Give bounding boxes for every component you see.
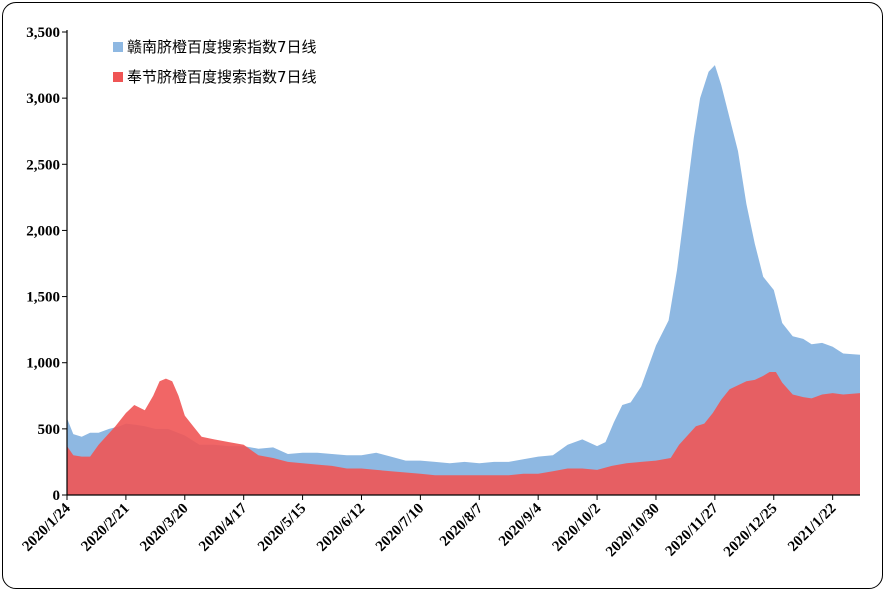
x-tick-label: 2020/12/25 <box>721 501 781 561</box>
x-tick-label: 2021/1/22 <box>785 501 839 555</box>
x-tick-label: 2020/11/27 <box>663 500 722 559</box>
legend-label-1: 赣南脐橙百度搜索指数7日线 <box>127 38 317 56</box>
x-tick-label: 2020/9/4 <box>496 500 545 549</box>
x-tick-label: 2020/7/10 <box>373 501 427 555</box>
legend-label-2: 奉节脐橙百度搜索指数7日线 <box>127 68 317 86</box>
y-tick-label: 500 <box>38 422 61 438</box>
y-tick-label: 3,000 <box>26 91 60 107</box>
x-tick-label: 2020/6/12 <box>314 501 368 555</box>
y-tick-label: 2,500 <box>26 157 60 173</box>
y-tick-label: 3,500 <box>26 25 60 41</box>
x-tick-label: 2020/2/21 <box>78 501 132 555</box>
x-tick-label: 2020/4/17 <box>196 500 251 555</box>
y-tick-label: 2,000 <box>26 223 60 239</box>
legend-swatch-2 <box>113 72 123 82</box>
legend-swatch-1 <box>113 42 123 52</box>
series-area-1 <box>67 65 860 495</box>
x-tick-label: 2020/8/7 <box>437 500 486 549</box>
y-tick-label: 1,500 <box>26 290 60 306</box>
x-tick-label: 2020/3/20 <box>137 501 191 555</box>
x-tick-label: 2020/5/15 <box>255 501 309 555</box>
x-tick-label: 2020/10/30 <box>603 501 663 561</box>
x-tick-label: 2020/10/2 <box>550 501 604 555</box>
y-tick-label: 1,000 <box>26 356 60 372</box>
series-area-2 <box>67 372 860 495</box>
x-tick-label: 2020/1/24 <box>19 500 74 555</box>
y-tick-label: 0 <box>53 488 61 504</box>
